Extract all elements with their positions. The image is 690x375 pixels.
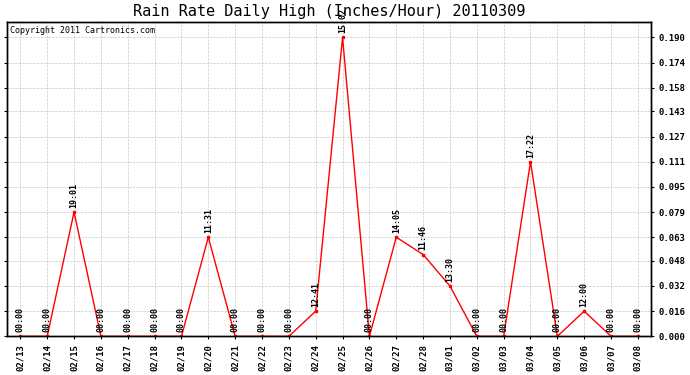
Text: 00:00: 00:00 (553, 307, 562, 332)
Text: 00:00: 00:00 (284, 307, 293, 332)
Text: 00:00: 00:00 (43, 307, 52, 332)
Title: Rain Rate Daily High (Inches/Hour) 20110309: Rain Rate Daily High (Inches/Hour) 20110… (133, 4, 525, 19)
Text: 00:00: 00:00 (257, 307, 266, 332)
Text: 12:00: 12:00 (580, 282, 589, 307)
Text: 00:00: 00:00 (124, 307, 132, 332)
Text: 00:00: 00:00 (499, 307, 508, 332)
Text: 00:00: 00:00 (150, 307, 159, 332)
Text: 00:00: 00:00 (472, 307, 482, 332)
Text: 00:00: 00:00 (97, 307, 106, 332)
Text: 14:05: 14:05 (392, 208, 401, 233)
Text: 00:00: 00:00 (633, 307, 642, 332)
Text: 13:30: 13:30 (446, 257, 455, 282)
Text: 19:01: 19:01 (70, 183, 79, 208)
Text: 15:02: 15:02 (338, 8, 347, 33)
Text: 11:46: 11:46 (419, 225, 428, 251)
Text: 00:00: 00:00 (230, 307, 239, 332)
Text: Copyright 2011 Cartronics.com: Copyright 2011 Cartronics.com (10, 27, 155, 36)
Text: 12:41: 12:41 (311, 282, 320, 307)
Text: 11:31: 11:31 (204, 208, 213, 233)
Text: 00:00: 00:00 (16, 307, 25, 332)
Text: 00:00: 00:00 (365, 307, 374, 332)
Text: 17:22: 17:22 (526, 132, 535, 158)
Text: 00:00: 00:00 (177, 307, 186, 332)
Text: 00:00: 00:00 (607, 307, 615, 332)
